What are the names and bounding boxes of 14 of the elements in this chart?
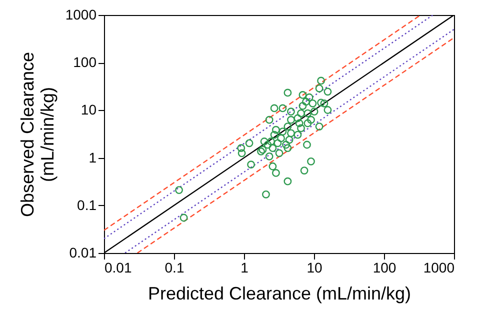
x-tick-label: 1 [240, 260, 249, 276]
x-tick-label: 0.01 [104, 260, 132, 276]
y-tick-label: 10 [80, 102, 97, 118]
y-tick-label: 0.1 [77, 196, 97, 213]
x-tick-label: 0.1 [164, 260, 184, 276]
x-axis-title: Predicted Clearance (mL/min/kg) [148, 284, 412, 304]
x-tick-label: 10 [306, 260, 322, 276]
x-tick-label: 100 [372, 260, 396, 276]
y-tick-label: 0.01 [69, 244, 97, 260]
y-tick-label: 100 [73, 54, 97, 70]
y-tick-label: 1000 [65, 6, 97, 22]
y-axis-title: Observed Clearance (mL/min/kg) [17, 52, 58, 218]
x-tick-label: 1000 [423, 260, 455, 276]
y-tick-label: 1 [88, 149, 97, 166]
